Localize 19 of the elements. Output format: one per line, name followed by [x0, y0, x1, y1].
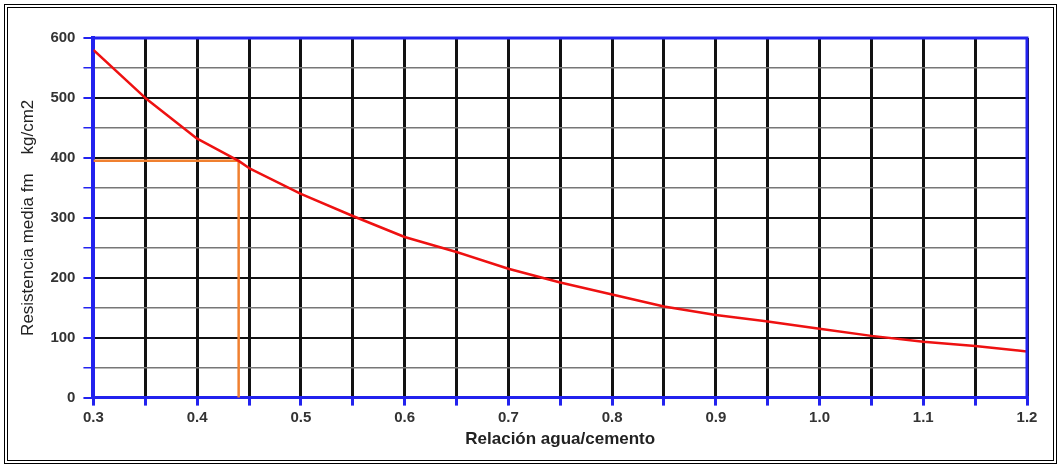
y-axis-title: Resistencia media fm kg/cm2: [17, 99, 37, 336]
y-tick-label: 200: [50, 267, 76, 285]
x-tick-label: 1.0: [809, 407, 830, 425]
x-tick-label: 0.4: [186, 407, 209, 425]
x-tick-label: 0.9: [705, 407, 727, 425]
y-tick-label: 0: [67, 387, 76, 405]
y-tick-label: 600: [50, 28, 76, 46]
x-tick-label: 0.7: [497, 407, 519, 425]
y-tick-label: 500: [50, 88, 76, 106]
x-axis-title: Relación agua/cemento: [465, 429, 656, 449]
x-tick-label: 0.3: [83, 407, 104, 425]
y-tick-label: 400: [50, 148, 76, 166]
x-tick-label: 0.8: [601, 407, 623, 425]
x-tick-label: 1.1: [912, 407, 934, 425]
y-tick-label: 100: [50, 327, 76, 345]
x-tick-label: 0.6: [394, 407, 416, 425]
y-tick-label: 300: [50, 207, 76, 225]
x-tick-label: 0.5: [290, 407, 312, 425]
x-tick-label: 1.2: [1016, 407, 1038, 425]
